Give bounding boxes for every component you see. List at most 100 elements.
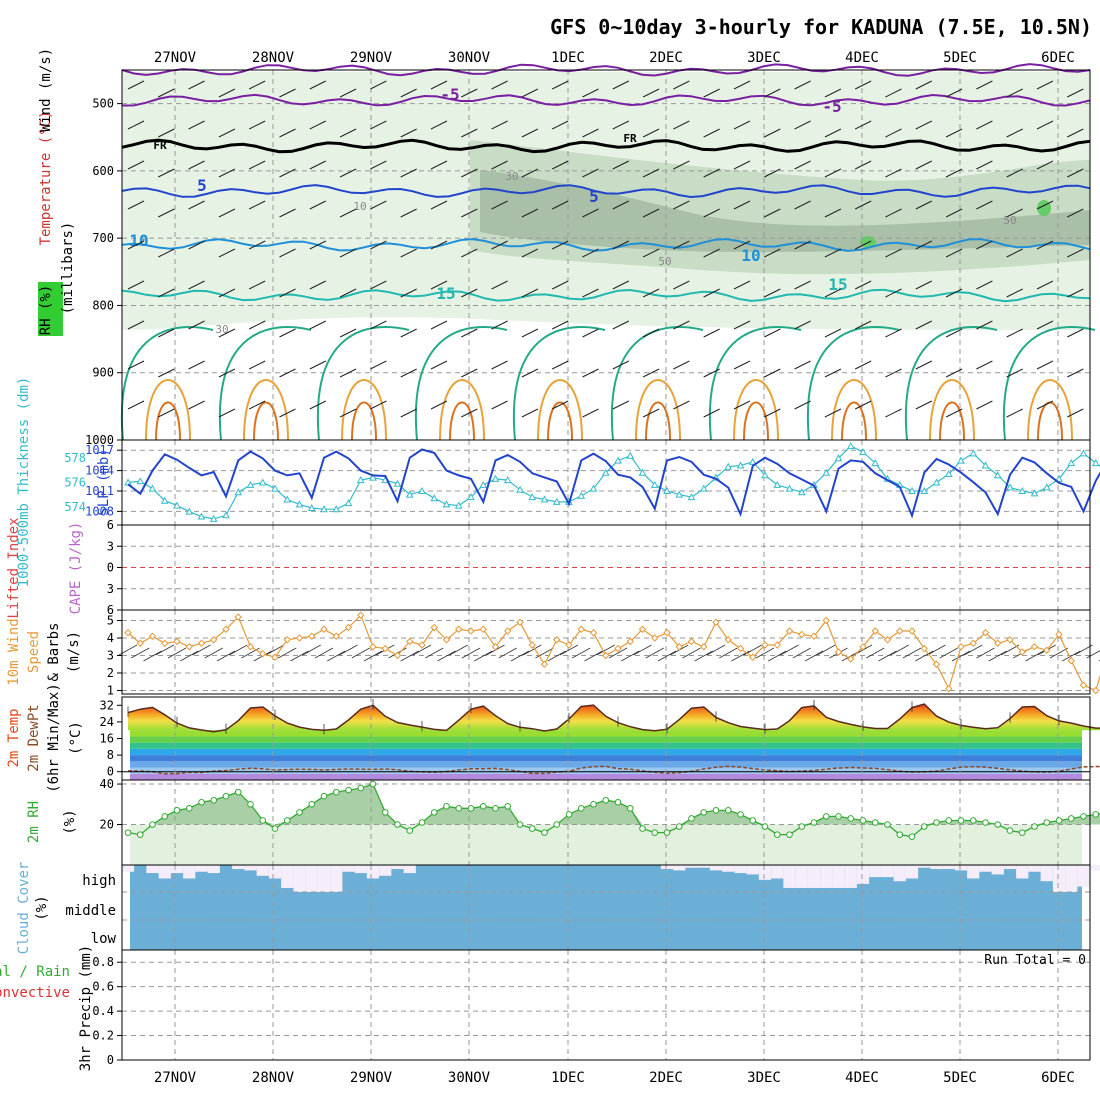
mild-contour [610,326,704,441]
temp-y-tick-label: 16 [100,732,114,746]
wind-barb [188,120,205,130]
wind10m-barb [498,647,517,659]
wind-barb [976,160,993,170]
rh-legend-swatch [38,282,63,336]
wind-barb [491,120,508,130]
wind-barb [854,160,872,170]
wind-barb [612,160,630,170]
wind-barb [1067,168,1084,178]
thickness-point [209,514,218,522]
wind-barb [521,128,539,138]
wind-barb [764,288,781,298]
warm-contour [145,379,191,441]
wind-barb [764,408,781,418]
wind-speed-point [1043,646,1051,654]
wind-speed-point [675,643,683,651]
wind-barb [733,240,751,250]
wind-barb [279,328,296,338]
thickness-point [822,468,831,476]
wind-barb [279,408,296,418]
wind-barb [248,280,266,290]
cloud-high-gap [1028,865,1041,872]
minmax-label: (6hr Min/Max) [46,683,62,793]
wind-barb [885,368,902,378]
wind-speed-point [1018,648,1026,656]
rh2m-point [553,821,561,828]
rh2m-point [308,800,316,808]
thickness-point [846,442,855,450]
wind-barb [551,400,569,410]
temp-y-tick-label: 8 [107,748,114,762]
wind-barb [491,80,508,90]
wind-barb [1067,288,1084,298]
li-y-tick-label: 3 [107,582,114,596]
li-y-tick-label: 6 [107,603,114,617]
cloud-high-gap [256,865,269,876]
wind-barb [703,328,720,338]
wind10m-barb [339,644,358,656]
wind-barb [309,240,327,250]
wind-barb [491,280,508,290]
wind-barb [764,248,781,258]
wind-barb [400,168,417,178]
wind10m-barb [278,647,297,659]
wind-barb [945,128,963,138]
slp-y-tick-label: 1008 [85,504,114,518]
thickness-point [160,496,169,504]
rh2m-point [577,805,585,812]
wind-speed-point [822,616,830,625]
cloud-high-gap [1052,865,1066,892]
thickness-point [393,479,402,487]
wind-barb [248,120,266,130]
cloud-high-gap [673,865,686,871]
wind-barb [1036,360,1054,370]
rh2m-point [675,823,683,830]
rh2m-point [124,829,132,836]
precip-convective-label: Convective [0,985,70,1001]
rh2m-point [418,819,426,826]
thickness-point [601,468,610,476]
wind-barb [915,120,933,130]
wind-speed-point [185,643,193,651]
cloud-high-gap [881,865,894,878]
thickness-point [283,495,292,503]
wind-barb [885,248,902,258]
wind10m-barb [449,644,468,656]
wind-barb [733,320,751,330]
wind10m-barb [412,644,432,656]
wind-barb [491,320,508,330]
thickness-point [246,480,255,488]
thickness-point [957,456,965,464]
thickness-point [307,503,316,511]
wind10m-barb [657,650,677,662]
bottom-day-label-4: 1DEC [551,1070,585,1086]
wind-y-tick-label: 4 [107,631,114,645]
cloud-high-gap [844,865,857,888]
rh2m-point [957,817,965,824]
wind10m-barb [290,650,309,662]
wind-barb [491,160,508,170]
wind-barb [430,120,448,130]
top-day-label-1: 28NOV [252,50,295,66]
wind10m-barb [351,647,370,659]
thickness-point [418,486,426,494]
rh2m-point [884,821,891,828]
wind-barb [551,200,569,210]
wind-speed-point [455,625,463,633]
wind-barb [915,280,933,290]
wind-y-tick-label: 1 [107,684,114,698]
mild-contour [1002,326,1096,441]
wind-barb [794,160,811,170]
wind-barb [1067,88,1084,98]
wind-barb [248,200,266,210]
cloud-high-gap [244,865,257,871]
wind-barb [491,240,508,250]
wind-barb [945,248,963,258]
rh-label: RH (%) [38,285,54,336]
temp-units-label: (°C) [68,721,84,755]
wind-barb [339,88,357,98]
rh2m-point [663,829,671,836]
rh-y-tick-label: 20 [100,818,114,832]
wind-barb [370,320,387,330]
thickness-point [932,478,941,486]
